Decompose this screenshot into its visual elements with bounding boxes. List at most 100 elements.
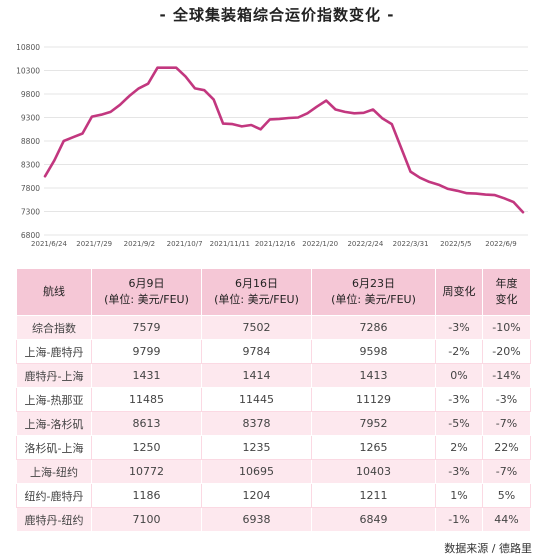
cell-weekly: -1%	[435, 507, 483, 532]
cell-weekly: -3%	[435, 459, 483, 484]
cell-jun9: 7579	[91, 315, 202, 340]
cell-yearly: -10%	[482, 315, 531, 340]
line-chart: 6800 7300 7800 8300 8800 9300 9800 10300 10800 2…	[16, 43, 528, 248]
x-tick-label: 2021/9/2	[124, 240, 155, 248]
table-row: 上海-热那亚 11485 11445 11129 -3% -3%	[16, 387, 531, 412]
cell-jun9: 9799	[91, 339, 202, 364]
freight-rate-table: 航线 6月9日 (单位: 美元/FEU) 6月16日 (单位: 美元/FEU) …	[16, 268, 531, 532]
table-row: 洛杉矶-上海 1250 1235 1265 2% 22%	[16, 435, 531, 460]
header-yearly-change: 年度 变化	[482, 268, 531, 316]
x-tick-label: 2022/6/9	[485, 240, 516, 248]
table-row: 上海-鹿特丹 9799 9784 9598 -2% -20%	[16, 339, 531, 364]
cell-route: 鹿特丹-纽约	[16, 507, 92, 532]
cell-yearly: -3%	[482, 387, 531, 412]
x-tick-label: 2022/2/24	[347, 240, 383, 248]
y-tick-label: 9300	[21, 114, 40, 123]
y-tick-label: 10300	[16, 67, 40, 76]
cell-weekly: -5%	[435, 411, 483, 436]
cell-jun9: 1431	[91, 363, 202, 388]
cell-route: 上海-洛杉矶	[16, 411, 92, 436]
y-tick-label: 8300	[21, 161, 40, 170]
cell-jun9: 7100	[91, 507, 202, 532]
header-jun9: 6月9日 (单位: 美元/FEU)	[91, 268, 202, 316]
chart-title: - 全球集装箱综合运价指数变化 -	[159, 6, 395, 24]
table-row: 上海-洛杉矶 8613 8378 7952 -5% -7%	[16, 411, 531, 436]
header-yearly-line2: 变化	[495, 293, 518, 306]
cell-jun23: 1211	[311, 483, 436, 508]
header-jun23: 6月23日 (单位: 美元/FEU)	[311, 268, 436, 316]
table-row: 纽约-鹿特丹 1186 1204 1211 1% 5%	[16, 483, 531, 508]
cell-jun23: 1413	[311, 363, 436, 388]
header-jun16: 6月16日 (单位: 美元/FEU)	[201, 268, 312, 316]
header-weekly-change: 周变化	[435, 268, 483, 316]
cell-jun16: 7502	[201, 315, 312, 340]
cell-jun16: 1204	[201, 483, 312, 508]
cell-jun9: 1250	[91, 435, 202, 460]
x-tick-label: 2021/11/11	[210, 240, 250, 248]
cell-yearly: -7%	[482, 459, 531, 484]
table-row: 综合指数 7579 7502 7286 -3% -10%	[16, 315, 531, 340]
cell-jun9: 8613	[91, 411, 202, 436]
x-tick-label: 2021/6/24	[31, 240, 67, 248]
data-source-note: 数据来源 / 德路里	[444, 542, 532, 555]
cell-weekly: 2%	[435, 435, 483, 460]
cell-jun23: 7952	[311, 411, 436, 436]
header-jun16-date: 6月16日	[235, 277, 278, 290]
y-tick-label: 7800	[21, 184, 40, 193]
cell-jun9: 11485	[91, 387, 202, 412]
x-tick-label: 2022/1/20	[302, 240, 338, 248]
cell-yearly: -7%	[482, 411, 531, 436]
cell-route: 上海-鹿特丹	[16, 339, 92, 364]
y-tick-label: 9800	[21, 90, 40, 99]
cell-yearly: 44%	[482, 507, 531, 532]
y-tick-label: 6800	[21, 231, 40, 240]
cell-route: 上海-纽约	[16, 459, 92, 484]
cell-route: 鹿特丹-上海	[16, 363, 92, 388]
series-line	[43, 66, 525, 214]
cell-route: 洛杉矶-上海	[16, 435, 92, 460]
cell-route: 纽约-鹿特丹	[16, 483, 92, 508]
cell-weekly: 1%	[435, 483, 483, 508]
cell-jun16: 1235	[201, 435, 312, 460]
cell-yearly: 5%	[482, 483, 531, 508]
header-jun16-unit: (单位: 美元/FEU)	[214, 293, 299, 306]
table-row: 上海-纽约 10772 10695 10403 -3% -7%	[16, 459, 531, 484]
x-tick-label: 2022/5/5	[440, 240, 471, 248]
cell-route: 上海-热那亚	[16, 387, 92, 412]
x-tick-label: 2022/3/31	[393, 240, 429, 248]
cell-jun16: 11445	[201, 387, 312, 412]
cell-weekly: -2%	[435, 339, 483, 364]
cell-yearly: -14%	[482, 363, 531, 388]
cell-weekly: -3%	[435, 387, 483, 412]
cell-jun16: 8378	[201, 411, 312, 436]
cell-jun16: 9784	[201, 339, 312, 364]
x-tick-label: 2021/7/29	[76, 240, 112, 248]
y-tick-label: 8800	[21, 137, 40, 146]
cell-jun23: 7286	[311, 315, 436, 340]
cell-jun16: 6938	[201, 507, 312, 532]
cell-jun23: 6849	[311, 507, 436, 532]
cell-jun23: 9598	[311, 339, 436, 364]
table-row: 鹿特丹-纽约 7100 6938 6849 -1% 44%	[16, 507, 531, 532]
cell-route: 综合指数	[16, 315, 92, 340]
cell-weekly: -3%	[435, 315, 483, 340]
x-tick-label: 2021/10/7	[167, 240, 203, 248]
cell-weekly: 0%	[435, 363, 483, 388]
cell-jun23: 11129	[311, 387, 436, 412]
header-jun23-date: 6月23日	[352, 277, 395, 290]
cell-jun16: 10695	[201, 459, 312, 484]
header-route: 航线	[16, 268, 92, 316]
header-jun9-unit: (单位: 美元/FEU)	[104, 293, 189, 306]
header-yearly-line1: 年度	[495, 277, 518, 290]
cell-yearly: 22%	[482, 435, 531, 460]
table-row: 鹿特丹-上海 1431 1414 1413 0% -14%	[16, 363, 531, 388]
header-jun23-unit: (单位: 美元/FEU)	[331, 293, 416, 306]
cell-jun16: 1414	[201, 363, 312, 388]
cell-jun23: 1265	[311, 435, 436, 460]
x-tick-label: 2021/12/16	[255, 240, 296, 248]
y-tick-label: 7300	[21, 208, 40, 217]
cell-jun23: 10403	[311, 459, 436, 484]
cell-yearly: -20%	[482, 339, 531, 364]
cell-jun9: 1186	[91, 483, 202, 508]
cell-jun9: 10772	[91, 459, 202, 484]
